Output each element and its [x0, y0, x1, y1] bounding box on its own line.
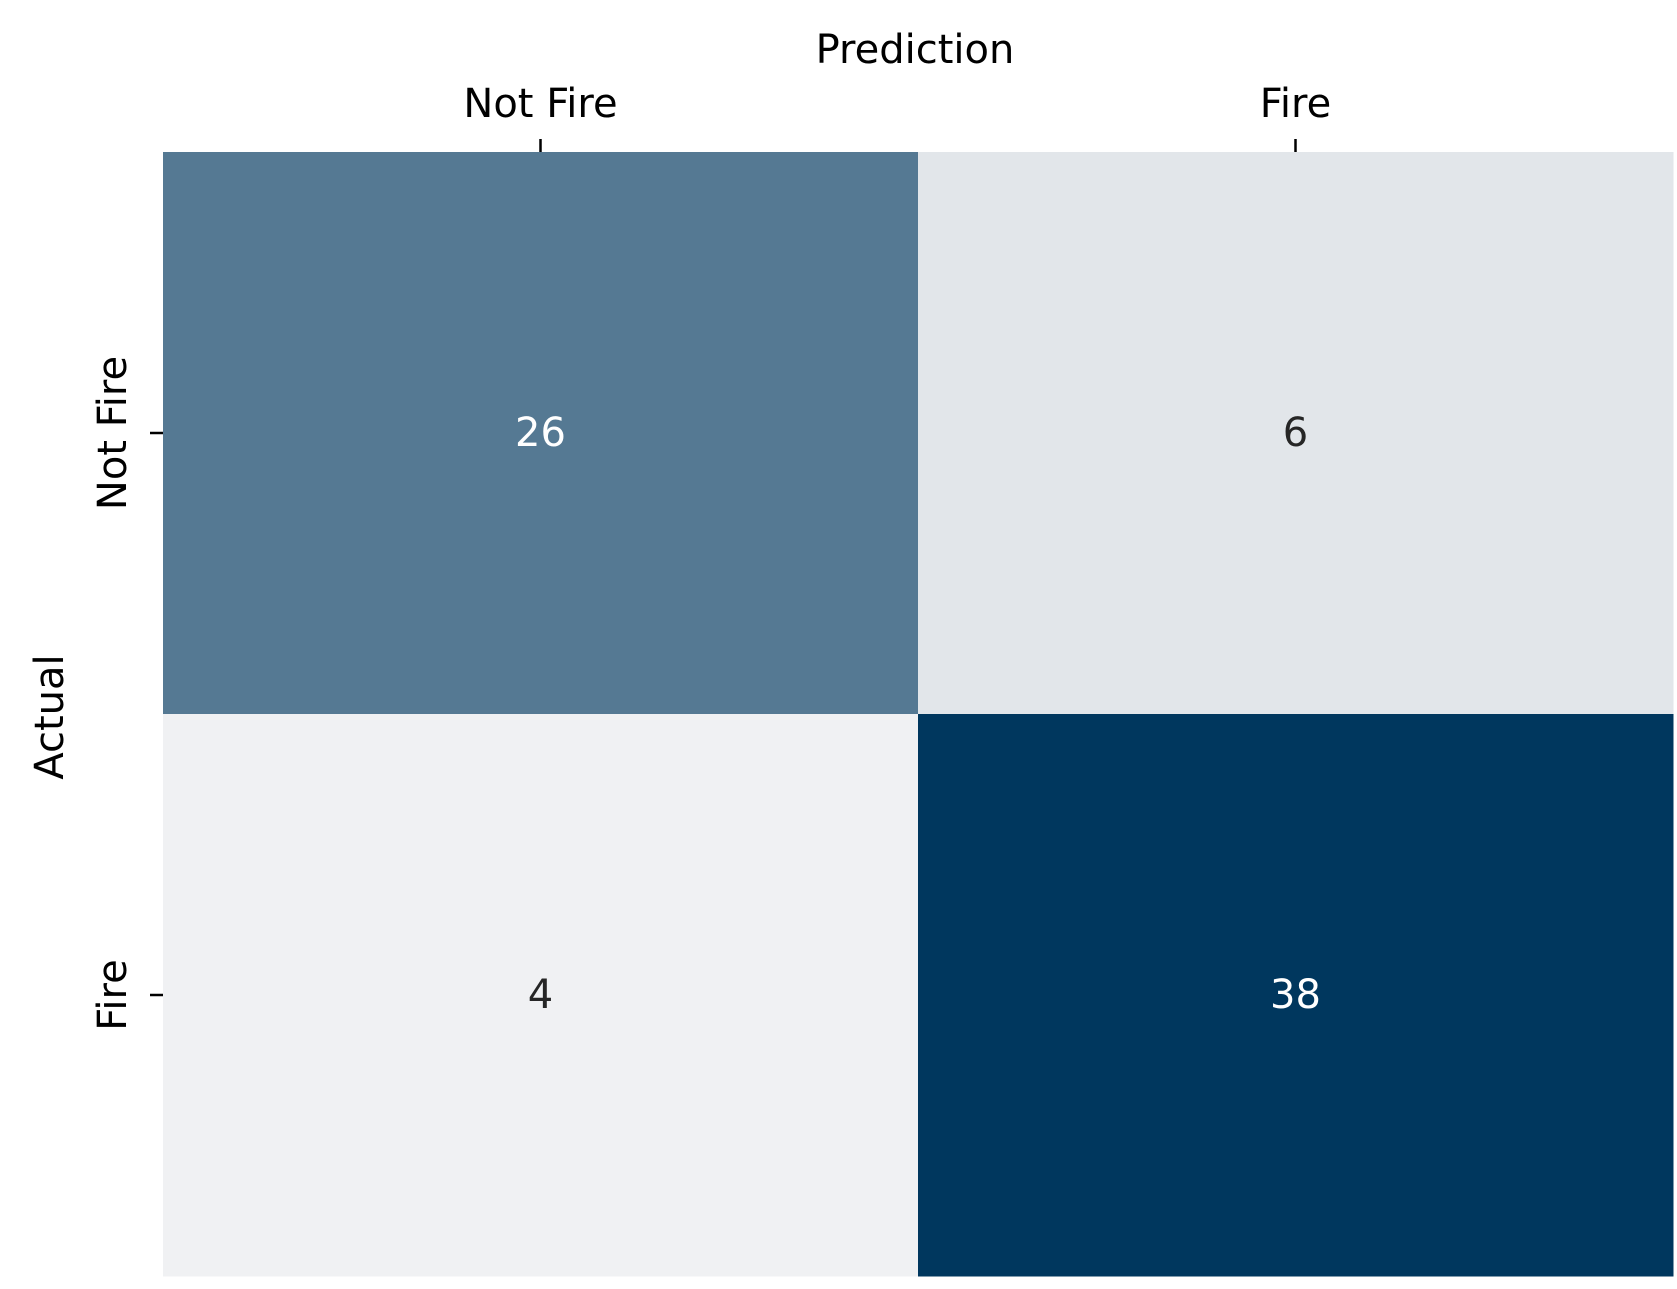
x-axis-title: Prediction [816, 27, 1015, 73]
heatmap-cell-value: 4 [528, 972, 553, 1018]
x-tick-label: Not Fire [463, 81, 617, 127]
heatmap-cell-value: 26 [515, 410, 566, 456]
y-tick-label: Not Fire [90, 356, 136, 510]
heatmap-cell [163, 152, 919, 715]
heatmap-cell-labels: 26 6 4 38 [515, 410, 1321, 1018]
x-axis-ticks: Not Fire Fire [463, 81, 1331, 152]
x-tick-label: Fire [1260, 81, 1331, 127]
heatmap-cell-value: 6 [1283, 410, 1308, 456]
y-tick-label: Fire [90, 959, 136, 1030]
heatmap-cell [918, 714, 1674, 1277]
heatmap-cell [163, 714, 919, 1277]
heatmap-cells [163, 152, 1674, 1277]
y-axis-ticks: Not Fire Fire [90, 356, 163, 1031]
y-axis-title: Actual [27, 654, 73, 779]
heatmap-cell [918, 152, 1674, 715]
heatmap-cell-value: 38 [1270, 972, 1321, 1018]
